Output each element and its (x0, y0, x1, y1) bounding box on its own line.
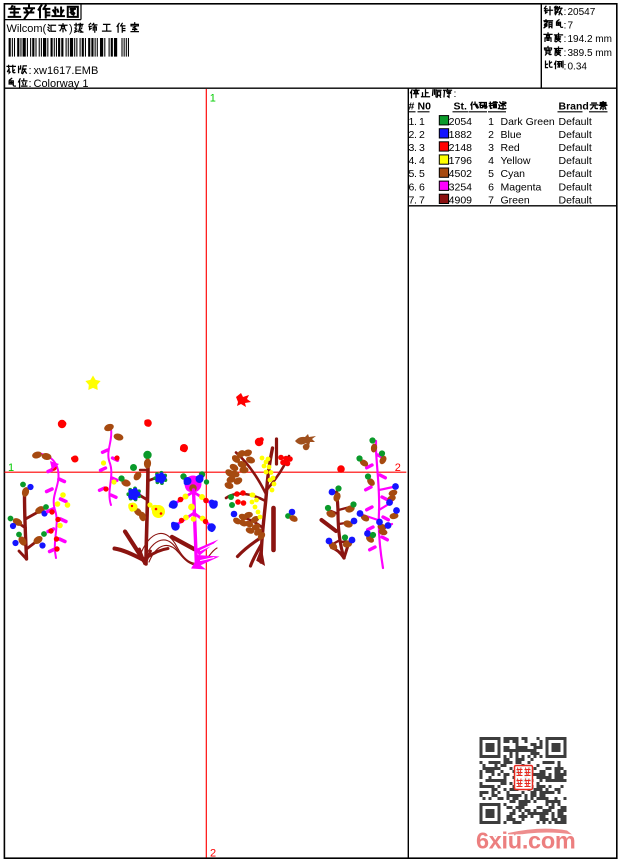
svg-text:4909: 4909 (449, 194, 473, 206)
svg-text:Colorway 1: Colorway 1 (34, 78, 89, 90)
svg-text:3. 3: 3. 3 (409, 142, 425, 154)
svg-text:Dark Green: Dark Green (501, 116, 555, 128)
svg-text:7. 7: 7. 7 (409, 194, 425, 206)
svg-text:6xiu.com: 6xiu.com (476, 828, 575, 854)
svg-text:2. 2: 2. 2 (409, 129, 425, 141)
svg-text:4502: 4502 (449, 168, 473, 180)
svg-text:389.5 mm: 389.5 mm (568, 48, 612, 59)
svg-text::: : (29, 65, 32, 77)
svg-text:6. 6: 6. 6 (409, 181, 425, 193)
svg-text:Default: Default (559, 194, 592, 206)
svg-text:2054: 2054 (449, 116, 473, 128)
svg-text:20547: 20547 (568, 7, 596, 18)
svg-text:Brand: Brand (559, 101, 589, 113)
svg-text:1882: 1882 (449, 129, 473, 141)
svg-text:#: # (409, 101, 415, 113)
svg-text:Default: Default (559, 129, 592, 141)
svg-text:Default: Default (559, 168, 592, 180)
svg-text::: : (564, 60, 567, 72)
svg-text:): ) (69, 23, 73, 35)
svg-text:4: 4 (488, 155, 494, 167)
svg-text:N0: N0 (418, 101, 432, 113)
svg-text:2148: 2148 (449, 142, 473, 154)
svg-text:Default: Default (559, 155, 592, 167)
svg-text::: : (564, 47, 567, 59)
svg-text:xw1617.EMB: xw1617.EMB (34, 65, 99, 77)
svg-text:1. 1: 1. 1 (409, 116, 425, 128)
svg-text:1: 1 (8, 462, 14, 474)
svg-text:2: 2 (488, 129, 494, 141)
svg-text:Default: Default (559, 142, 592, 154)
svg-text:0.34: 0.34 (568, 61, 588, 72)
svg-text:1: 1 (488, 116, 494, 128)
svg-text:1: 1 (210, 93, 216, 105)
svg-text:5: 5 (488, 168, 494, 180)
svg-text:Yellow: Yellow (501, 155, 531, 167)
svg-text::: : (454, 88, 457, 100)
svg-text::: : (29, 78, 32, 90)
svg-text:St.: St. (454, 101, 468, 113)
svg-text:Cyan: Cyan (501, 168, 526, 180)
svg-text:Wilcom(: Wilcom( (7, 23, 47, 35)
svg-text:2: 2 (210, 848, 216, 860)
svg-text:194.2 mm: 194.2 mm (568, 34, 612, 45)
svg-text::: : (564, 33, 567, 45)
svg-text:Default: Default (559, 116, 592, 128)
svg-text:5. 5: 5. 5 (409, 168, 425, 180)
svg-text:Red: Red (501, 142, 520, 154)
svg-text:Blue: Blue (501, 129, 522, 141)
svg-text:3: 3 (488, 142, 494, 154)
svg-text::: : (564, 6, 567, 18)
svg-text:Green: Green (501, 194, 530, 206)
svg-text:4. 4: 4. 4 (409, 155, 425, 167)
svg-text:Default: Default (559, 181, 592, 193)
svg-text:3254: 3254 (449, 181, 473, 193)
svg-text:1796: 1796 (449, 155, 473, 167)
svg-text:6: 6 (488, 181, 494, 193)
svg-text::: : (564, 20, 567, 32)
svg-text:7: 7 (488, 194, 494, 206)
svg-text:2: 2 (395, 462, 401, 474)
svg-text:7: 7 (568, 21, 574, 32)
svg-text:Magenta: Magenta (501, 181, 542, 193)
